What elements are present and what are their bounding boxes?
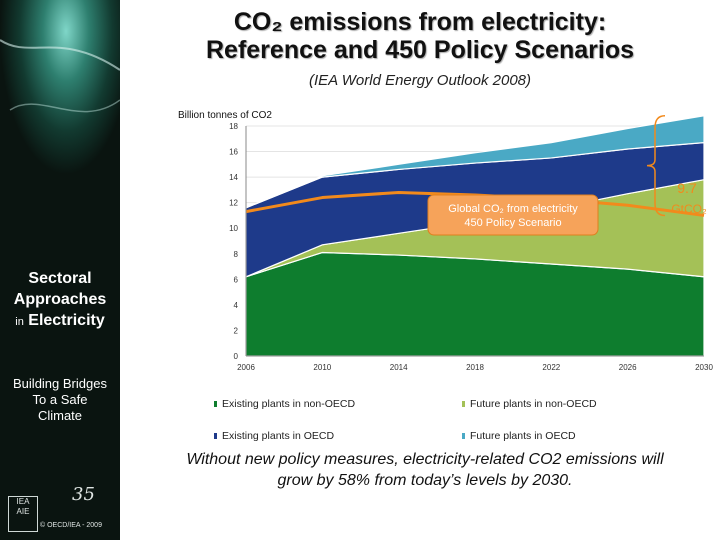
sidebar-heading-electricity: Electricity: [28, 312, 105, 329]
slide-caption-line1: Without new policy measures, electricity…: [186, 451, 664, 468]
sidebar-panel: Sectoral Approaches in Electricity Build…: [0, 0, 120, 540]
legend-label: Existing plants in OECD: [222, 430, 335, 442]
sidebar-sub-line3: Climate: [37, 408, 83, 423]
gap-brace: [646, 115, 666, 217]
sidebar-heading-in: in: [15, 316, 24, 328]
policy-callout-line1: Global CO₂ from electricity: [448, 203, 578, 215]
legend-item: Existing plants in non-OECD: [214, 398, 355, 410]
x-tick-label: 2018: [466, 363, 484, 372]
legend-label: Future plants in OECD: [470, 430, 576, 442]
y-tick-label: 10: [229, 224, 238, 233]
y-tick-label: 0: [234, 352, 239, 361]
y-tick-label: 18: [229, 122, 238, 131]
slide-title-line2: Reference and 450 Policy Scenarios: [206, 36, 634, 64]
sidebar-heading-line1: Sectoral: [28, 270, 92, 287]
legend-swatch: [462, 401, 465, 408]
y-tick-label: 6: [234, 275, 239, 284]
legend-label: Existing plants in non-OECD: [222, 398, 356, 410]
y-tick-label: 16: [229, 148, 238, 157]
chart-annotations: Global CO₂ from electricity 450 Policy Sc…: [427, 115, 707, 236]
policy-callout-box: [427, 194, 599, 236]
x-tick-label: 2014: [390, 363, 408, 372]
slide-title-line1: CO₂ emissions from electricity:: [233, 8, 607, 36]
logo2-text: 35: [72, 484, 95, 505]
legend-swatch: [214, 401, 217, 408]
y-tick-label: 8: [234, 250, 239, 259]
policy-callout-line2: 450 Policy Scenario: [464, 217, 561, 229]
y-tick-label: 14: [229, 173, 238, 182]
sidebar-heading: Sectoral Approaches in Electricity: [0, 268, 120, 333]
y-tick-label: 4: [234, 301, 239, 310]
x-tick-label: 2010: [313, 363, 331, 372]
iea-35-anniversary-icon: 35: [72, 484, 110, 518]
slide-subtitle: (IEA World Energy Outlook 2008): [308, 72, 532, 89]
slide-title: CO₂ emissions from electricity: Referenc…: [128, 8, 712, 64]
sidebar-subheading: Building Bridges To a Safe Climate: [0, 376, 120, 424]
x-tick-label: 2026: [619, 363, 637, 372]
legend-item: Future plants in OECD: [462, 430, 576, 442]
gap-value-label: 9.7: [677, 180, 697, 196]
sidebar-sub-line2: To a Safe: [32, 392, 88, 407]
y-tick-label: 2: [234, 326, 239, 335]
sidebar-heading-line3: in Electricity: [0, 310, 120, 333]
legend-swatch: [462, 433, 465, 440]
legend-item: Future plants in non-OECD: [462, 398, 597, 410]
x-tick-label: 2022: [542, 363, 560, 372]
x-tick-label: 2030: [695, 363, 713, 372]
sidebar-heading-line2: Approaches: [13, 291, 107, 308]
x-tick-label: 2006: [237, 363, 255, 372]
area-series-3: [245, 115, 705, 209]
iea-logo-icon: IEA AIE: [8, 496, 38, 532]
y-axis-label: Billion tonnes of CO2: [178, 110, 272, 121]
gap-unit-label: GtCO₂: [671, 202, 707, 216]
legend-swatch: [214, 433, 217, 440]
slide-caption-line2: grow by 58% from today’s levels by 2030.: [277, 472, 573, 489]
chart-axes: 0 2 4 6 8 10 12 14 16 18 2006 2010 2014 2018 2022 2026 2…: [178, 110, 713, 372]
sidebar-earth-graphic: [0, 0, 120, 260]
y-tick-label: 12: [229, 199, 238, 208]
legend-label: Future plants in non-OECD: [470, 398, 597, 410]
copyright-text: © OECD/IEA - 2009: [40, 522, 102, 529]
legend-item: Existing plants in OECD: [214, 430, 334, 442]
sidebar-sub-line1: Building Bridges: [13, 376, 107, 391]
slide-caption: Without new policy measures, electricity…: [130, 449, 720, 491]
